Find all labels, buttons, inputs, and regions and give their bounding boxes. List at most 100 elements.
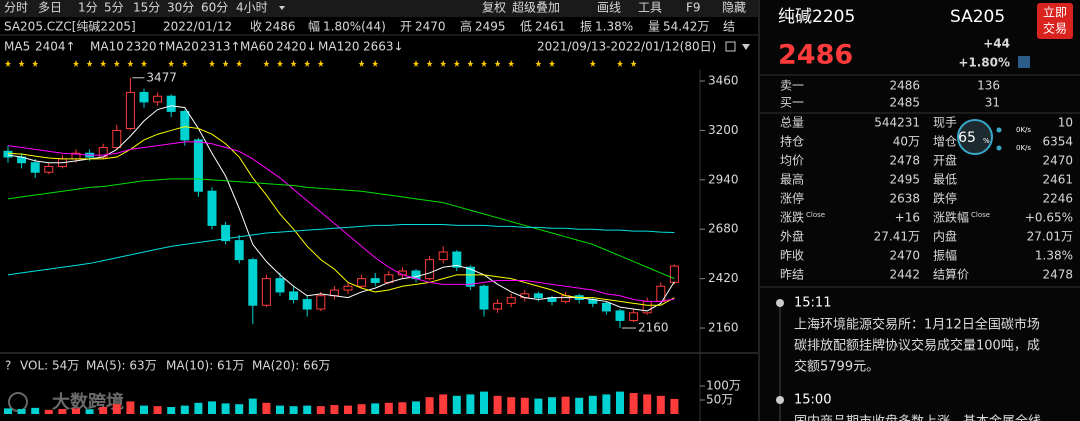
toolbar-tab[interactable]: 15分 xyxy=(133,1,160,15)
star-marker xyxy=(630,60,637,67)
stat-label: 涨跌幅 xyxy=(933,210,969,225)
field-label: 开 xyxy=(400,20,412,34)
volume-bar xyxy=(452,395,461,414)
toolbar-tab[interactable]: 1分 xyxy=(78,1,98,15)
candle-body xyxy=(275,278,285,293)
volume-bar xyxy=(72,408,80,414)
stat-value: 27.41万 xyxy=(874,230,920,244)
volume-bar xyxy=(520,397,529,414)
book-volume: 31 xyxy=(985,96,1000,110)
volume-bar xyxy=(602,394,611,414)
field-value: 2486 xyxy=(265,20,296,34)
volume-bar xyxy=(289,406,298,414)
volume-bar xyxy=(548,397,556,414)
toolbar-tool[interactable]: 超级叠加 xyxy=(512,0,560,15)
star-marker xyxy=(372,60,379,67)
stat-value: 2470 xyxy=(1042,154,1073,168)
volume-bar xyxy=(112,404,121,414)
news-text[interactable]: 交额5799元。 xyxy=(794,359,879,375)
volume-bar xyxy=(480,391,488,414)
stat-label: 持仓 xyxy=(780,134,804,149)
star-marker xyxy=(127,60,134,67)
candle-body xyxy=(166,95,176,112)
ma-line xyxy=(7,178,675,280)
candle-body xyxy=(425,259,435,280)
toolbar-tab[interactable]: 30分 xyxy=(167,1,194,15)
book-label: 买一 xyxy=(780,96,804,110)
settings-icon[interactable] xyxy=(725,41,736,52)
y-tick-label: 2940 xyxy=(708,172,739,186)
stat-value: 2461 xyxy=(1042,173,1073,187)
volume-bar xyxy=(656,395,665,414)
edit-icon[interactable] xyxy=(1018,56,1030,68)
volume-bar xyxy=(670,398,679,414)
toolbar-tool[interactable]: 画线 xyxy=(597,1,621,15)
toolbar-tab[interactable]: 4小时 xyxy=(236,1,268,15)
trade-button-label[interactable]: 交易 xyxy=(1043,21,1067,36)
ma-line xyxy=(7,126,675,306)
toolbar-tab[interactable]: 多日 xyxy=(38,1,62,15)
candle-body xyxy=(629,312,639,321)
star-marker xyxy=(141,60,147,67)
toolbar-tab[interactable]: 5分 xyxy=(104,1,124,15)
speed-widget xyxy=(957,119,993,155)
volume-label: VOL: 54万 xyxy=(20,359,79,373)
news-text[interactable]: 国内商品期市收盘多数上涨，基本金属全线 xyxy=(794,414,1041,421)
upload-speed: 0K/s xyxy=(1016,126,1031,134)
stat-label: 外盘 xyxy=(780,229,804,244)
y-tick-label: 2680 xyxy=(708,222,739,236)
field-label: 收 xyxy=(250,20,262,34)
candle-body xyxy=(125,91,135,130)
quote-panel xyxy=(760,0,1080,421)
book-label: 卖一 xyxy=(780,79,804,93)
volume-label: MA(5): 63万 xyxy=(86,359,157,373)
field-label: 幅 xyxy=(308,19,320,34)
stat-value: 2495 xyxy=(889,173,920,187)
candle-body xyxy=(520,293,530,299)
toolbar-tool[interactable]: 隐藏 xyxy=(722,1,746,15)
y-tick-label: 2420 xyxy=(708,271,739,285)
candle-body xyxy=(30,162,40,173)
star-marker xyxy=(426,60,433,67)
legend-name: MA5 xyxy=(4,40,30,54)
change-pct: +1.80% xyxy=(958,56,1010,70)
star-marker xyxy=(86,60,93,67)
candle-body xyxy=(112,129,122,149)
stat-label: 最低 xyxy=(933,173,957,187)
star-marker xyxy=(222,60,229,67)
trade-button-label[interactable]: 立即 xyxy=(1043,5,1067,20)
field-value: 2461 xyxy=(535,20,566,34)
stat-value: +0.65% xyxy=(1025,211,1073,225)
y-tick-label: 3460 xyxy=(708,74,739,88)
stat-label: 总量 xyxy=(780,116,804,130)
volume-bar xyxy=(425,397,434,414)
candle-body xyxy=(207,190,217,226)
toolbar-tab[interactable]: 60分 xyxy=(201,1,228,15)
toolbar-tool[interactable]: 工具 xyxy=(638,1,662,15)
candle-body xyxy=(44,166,54,173)
ma-line xyxy=(7,105,675,312)
trade-button[interactable] xyxy=(1037,3,1073,39)
news-text[interactable]: 上海环境能源交易所：1月12日全国碳市场 xyxy=(794,317,1040,333)
candle-body xyxy=(302,299,312,310)
star-marker xyxy=(168,60,175,67)
star-marker xyxy=(589,60,596,67)
volume-bar xyxy=(44,409,53,414)
help-icon[interactable]: ? xyxy=(5,359,11,373)
toolbar-tab[interactable]: 分时 xyxy=(4,1,28,15)
candle-body xyxy=(343,285,353,291)
toolbar-tool[interactable]: 复权 xyxy=(482,1,506,15)
volume-label: MA(10): 61万 xyxy=(166,359,244,373)
volume-bar xyxy=(4,408,12,414)
speed-unit: % xyxy=(983,137,990,145)
candle-body xyxy=(615,310,625,321)
toolbar-tool[interactable]: F9 xyxy=(686,1,701,15)
stat-value: 2246 xyxy=(1042,192,1073,206)
volume-bar xyxy=(303,405,312,414)
volume-bar xyxy=(221,403,230,414)
candle-body xyxy=(139,91,149,103)
stat-label: 涨跌 xyxy=(780,210,804,225)
star-marker xyxy=(209,60,215,67)
dropdown-arrow[interactable] xyxy=(742,44,750,50)
news-text[interactable]: 碳排放配额挂牌协议交易成交量100吨，成 xyxy=(794,338,1040,354)
